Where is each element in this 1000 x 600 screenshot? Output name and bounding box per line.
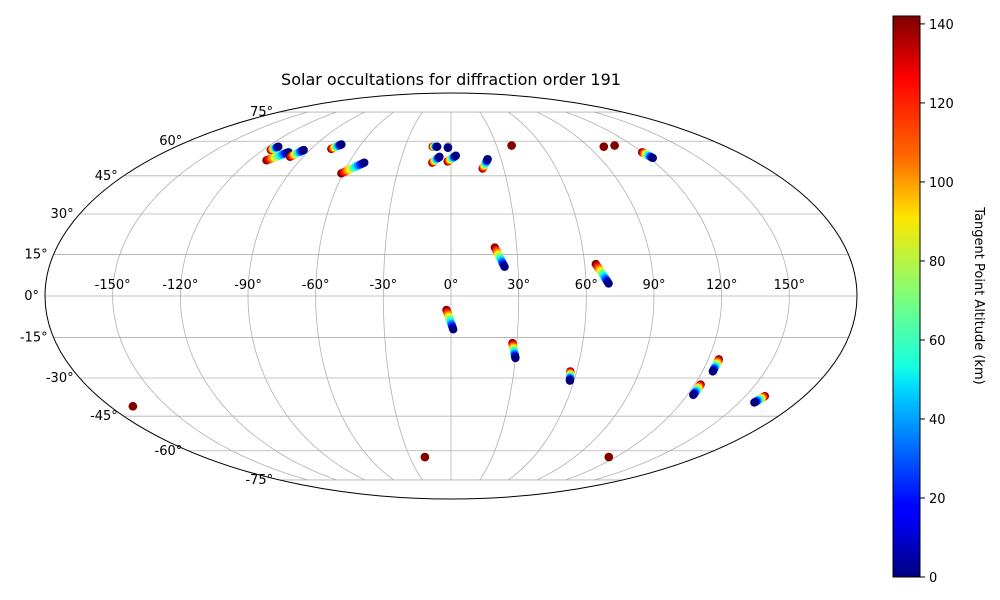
- occultation-track: [285, 145, 308, 162]
- x-tick-label: 60°: [575, 278, 598, 293]
- occultation-track: [565, 367, 575, 385]
- map-boundary: [44, 92, 858, 500]
- colorbar-gradient: [892, 15, 921, 578]
- colorbar-label: Tangent Point Altitude (km): [971, 206, 986, 384]
- occultation-track: [262, 148, 293, 165]
- x-tick-label: -60°: [302, 278, 330, 293]
- y-tick-label: 0°: [24, 289, 39, 304]
- data-point: [689, 390, 698, 400]
- occultation-track: [128, 402, 138, 411]
- y-tick-label: -45°: [90, 409, 118, 424]
- data-point: [507, 141, 516, 150]
- occultation-track: [327, 140, 346, 154]
- data-point: [565, 376, 575, 385]
- data-point: [604, 452, 614, 462]
- colorbar-tick-label: 60: [929, 334, 946, 349]
- x-tick-label: 150°: [774, 278, 805, 293]
- occultation-track: [637, 148, 657, 163]
- data-point: [483, 154, 492, 164]
- data-point: [420, 452, 430, 462]
- colorbar-tick-label: 40: [929, 413, 946, 428]
- x-tick-label: -30°: [369, 278, 397, 293]
- colorbar: 0 20 40 60 80 100 120 140 Tangent Point Altitud…: [892, 15, 986, 586]
- y-tick-label: 30°: [51, 207, 74, 222]
- occultation-track: [591, 259, 613, 288]
- y-tick-label: -60°: [155, 444, 183, 459]
- occultation-track: [689, 380, 705, 400]
- x-tick-label: 0°: [444, 278, 459, 293]
- x-tick-label: 30°: [507, 278, 530, 293]
- data-point: [610, 141, 619, 150]
- occultation-track: [750, 391, 770, 407]
- data-point: [604, 279, 613, 288]
- grid-lines: [45, 111, 857, 481]
- data-point: [750, 398, 759, 407]
- data-point: [451, 151, 461, 160]
- occultation-track: [428, 152, 444, 167]
- data-point: [500, 262, 509, 272]
- data-point: [648, 153, 657, 163]
- y-tick-label: -75°: [245, 473, 273, 488]
- occultation-track: [442, 305, 458, 334]
- occultation-track: [508, 338, 520, 363]
- data-points: [128, 140, 770, 462]
- data-point: [599, 142, 609, 151]
- chart-title: Solar occultations for diffraction order…: [281, 70, 621, 89]
- data-point: [443, 143, 453, 152]
- data-point: [449, 325, 458, 334]
- y-tick-label: 75°: [250, 105, 273, 120]
- y-tick-labels: 75° 60° 45° 30° 15° 0° -15° -30° -45° -60° -75°: [20, 105, 273, 488]
- colorbar-tick-label: 0: [929, 571, 937, 586]
- occultation-track: [490, 243, 509, 272]
- data-point: [708, 367, 717, 376]
- data-point: [435, 152, 444, 162]
- x-tick-label: -120°: [162, 278, 198, 293]
- occultation-track: [507, 141, 516, 150]
- x-tick-labels: -150° -120° -90° -60° -30° 0° 30° 60° 90° 120° 150…: [95, 278, 805, 293]
- occultation-track: [337, 158, 369, 178]
- colorbar-tick-label: 140: [929, 18, 954, 33]
- occultation-track: [708, 355, 724, 376]
- y-tick-label: -30°: [46, 371, 74, 386]
- occultation-track: [266, 142, 283, 155]
- occultation-track: [599, 142, 609, 151]
- colorbar-tick-label: 120: [929, 97, 954, 112]
- colorbar-tick-label: 100: [929, 176, 954, 191]
- occultation-track: [604, 452, 614, 462]
- x-tick-label: -90°: [234, 278, 262, 293]
- y-tick-label: -15°: [20, 331, 48, 346]
- occultation-track: [443, 142, 453, 152]
- data-point: [128, 402, 138, 411]
- occultation-track: [420, 452, 430, 462]
- y-tick-label: 60°: [159, 134, 182, 149]
- occultation-track: [443, 151, 461, 166]
- data-point: [360, 158, 369, 167]
- occultation-track: [428, 142, 442, 151]
- x-tick-label: 120°: [706, 278, 737, 293]
- x-tick-label: 90°: [642, 278, 665, 293]
- colorbar-tick-label: 20: [929, 492, 946, 507]
- x-tick-label: -150°: [95, 278, 131, 293]
- y-tick-label: 45°: [95, 169, 118, 184]
- data-point: [511, 353, 520, 363]
- colorbar-tick-label: 80: [929, 255, 946, 270]
- occultation-track: [478, 154, 492, 173]
- data-point: [337, 140, 346, 149]
- colorbar-ticks: 0 20 40 60 80 100 120 140: [920, 18, 954, 586]
- occultation-track: [610, 141, 619, 150]
- data-point: [299, 145, 308, 155]
- data-point: [433, 142, 442, 151]
- data-point: [274, 142, 283, 151]
- y-tick-label: 15°: [25, 247, 48, 262]
